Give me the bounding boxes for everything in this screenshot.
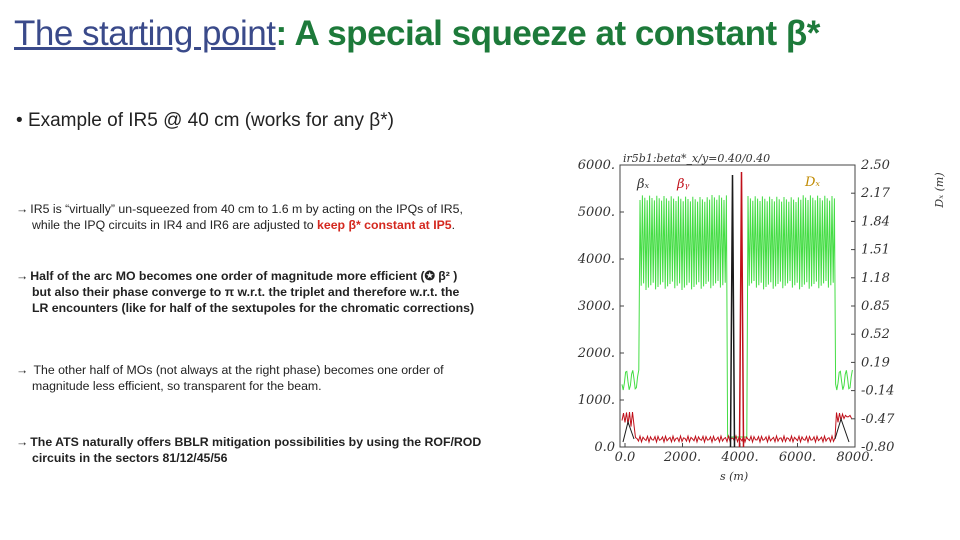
bullet-3-line-2: magnitude less efficient, so transparent…: [32, 379, 322, 393]
legend-dx: Dₓ: [804, 175, 820, 190]
right-tick-label: 0.52: [861, 327, 890, 342]
bullet-1-highlight: keep β* constant at IP5: [317, 218, 452, 232]
beta-x-edge: [622, 420, 635, 443]
right-axis-ticks: 2.50 2.17 1.84 1.51 1.18 0.85 0.52 0.19 -0.14 -0.…: [851, 158, 895, 455]
subtitle: • Example of IR5 @ 40 cm (works for any …: [16, 110, 394, 132]
right-tick-label: 2.17: [860, 186, 891, 201]
bullet-2: → Half of the arc MO becomes one order of…: [16, 268, 561, 316]
left-tick-label: 4000.: [577, 252, 615, 267]
right-tick-label: 1.51: [861, 243, 890, 258]
bullet-dot-icon: •: [16, 110, 28, 131]
beta-x-peak: [729, 174, 736, 448]
left-tick-label: 6000.: [578, 158, 615, 173]
left-tick-label: 2000.: [577, 346, 615, 361]
bullet-4-line-1: The ATS naturally offers BBLR mitigation…: [30, 435, 482, 449]
plot-header: ir5b1:beta*_x/y=0.40/0.40: [623, 152, 770, 165]
right-tick-label: 0.85: [861, 299, 890, 314]
bullet-2-line-1: Half of the arc MO becomes one order of …: [30, 269, 458, 283]
bullet-2-line-2: but also their phase converge to π w.r.t…: [32, 285, 460, 299]
bullet-3-line-1: The other half of MOs (not always at the…: [30, 363, 444, 377]
legend-beta-x: βₓ: [636, 177, 650, 192]
bullet-1-line-2c: .: [451, 218, 456, 232]
right-tick-label: -0.47: [861, 412, 895, 427]
legend-beta-y: βᵧ: [676, 177, 690, 192]
x-tick-label: 0.0: [615, 450, 636, 465]
right-tick-label: 1.84: [861, 214, 890, 229]
right-axis-label: Dₓ (m): [933, 172, 946, 208]
bullet-2-line-3: LR encounters (like for half of the sext…: [32, 301, 475, 315]
right-tick-label: 0.19: [861, 355, 890, 370]
left-tick-label: 5000.: [578, 205, 615, 220]
page-title: The starting point: A special squeeze at…: [14, 14, 820, 54]
arrow-right-icon: →: [16, 363, 29, 377]
left-tick-label: 0.0: [594, 440, 615, 455]
title-part-1: The starting point: [14, 14, 276, 53]
beta-y-curve: [621, 411, 852, 444]
x-tick-label: 4000.: [720, 450, 758, 465]
plot-curves: [621, 171, 853, 448]
x-tick-label: 2000.: [663, 450, 701, 465]
beta-x-edge: [834, 417, 850, 443]
bullet-4: → The ATS naturally offers BBLR mitigatio…: [16, 434, 561, 466]
bullet-1: → IR5 is “virtually” un-squeezed from 40 …: [16, 201, 561, 233]
bullet-4-line-2: circuits in the sectors 81/12/45/56: [32, 451, 228, 465]
left-tick-label: 3000.: [578, 299, 615, 314]
optics-plot: ir5b1:beta*_x/y=0.40/0.40 6000. 5000. 4000…: [577, 152, 946, 483]
x-tick-label: 6000.: [779, 450, 816, 465]
bullet-1-line-2a: while the IPQ circuits in IR4 and IR6 ar…: [32, 218, 318, 232]
subtitle-text: Example of IR5 @ 40 cm (works for any β*…: [27, 110, 394, 131]
right-tick-label: -0.80: [861, 440, 894, 455]
dx-curve: [621, 194, 853, 438]
left-axis-ticks: 6000. 5000. 4000. 3000. 2000. 1000. 0.0: [577, 158, 624, 455]
left-tick-label: 1000.: [578, 393, 615, 408]
right-tick-label: -0.14: [861, 384, 894, 399]
title-part-2: : A special squeeze at constant β*: [275, 14, 820, 53]
arrow-right-icon: →: [16, 269, 29, 283]
x-tick-label: 8000.: [836, 450, 873, 465]
arrow-right-icon: →: [16, 202, 29, 216]
x-axis-ticks: 0.0 2000. 4000. 6000. 8000.: [615, 443, 874, 465]
right-tick-label: 1.18: [861, 271, 890, 286]
x-axis-label: s (m): [720, 470, 748, 483]
beta-y-peak: [738, 171, 745, 448]
bullet-3: → The other half of MOs (not always at t…: [16, 362, 561, 394]
right-tick-label: 2.50: [860, 158, 890, 173]
arrow-right-icon: →: [16, 435, 29, 449]
bullet-1-line-1: IR5 is “virtually” un-squeezed from 40 c…: [30, 202, 463, 216]
